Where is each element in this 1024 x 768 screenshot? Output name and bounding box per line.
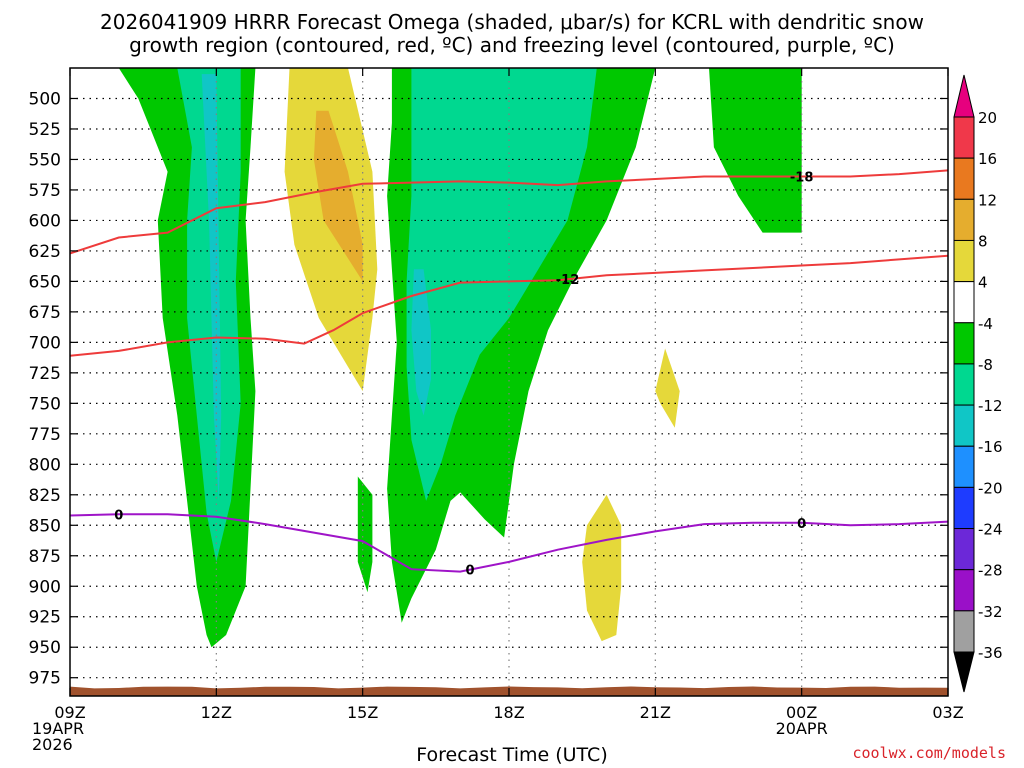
colorbar-label: 4 (978, 274, 988, 292)
y-tick-label: 575 (29, 181, 61, 201)
y-tick-label: 775 (29, 425, 61, 445)
shaded-region (582, 494, 622, 642)
colorbar-label: 8 (978, 232, 988, 250)
y-tick-label: 550 (29, 150, 61, 170)
colorbar-under-arrow (953, 651, 975, 693)
colorbar: 20 16 12 8 4 -4 -8 -12 -16 -20 -24 -28 -32 -36 (953, 74, 1003, 693)
x-axis-label: Forecast Time (UTC) (416, 744, 608, 766)
y-tick-label: 925 (29, 608, 61, 628)
x-tick-label: 19APR (32, 719, 84, 738)
colorbar-label: -28 (978, 562, 1003, 580)
colorbar-bin (953, 157, 975, 200)
colorbar-bin (953, 281, 975, 324)
y-tick-label: 900 (29, 577, 61, 597)
colorbar-bin (953, 404, 975, 447)
colorbar-label: -4 (978, 315, 993, 333)
colorbar-bin (953, 198, 975, 241)
x-tick-label: 03Z (932, 703, 963, 722)
colorbar-label: -20 (978, 479, 1003, 497)
y-tick-label: 975 (29, 669, 61, 689)
shaded-region (655, 348, 680, 428)
colorbar-label: -36 (978, 644, 1003, 662)
shaded-region (357, 476, 373, 593)
y-tick-label: 750 (29, 394, 61, 414)
colorbar-label: -24 (978, 521, 1003, 539)
colorbar-bin (953, 322, 975, 365)
y-tick-label: 700 (29, 333, 61, 353)
x-tick-label: 2026 (32, 735, 73, 754)
colorbar-label: -8 (978, 356, 993, 374)
y-axis: 500 525 550 575 600 625 650 675 700 725 750 775 800 8… (29, 89, 948, 689)
temperature-contours: -18 -12 0 0 0 (70, 169, 948, 579)
x-tick-label: 21Z (640, 703, 671, 722)
contour-label: 0 (797, 517, 806, 532)
contour-line (70, 254, 948, 357)
colorbar-bin (953, 610, 975, 653)
y-tick-label: 600 (29, 211, 61, 231)
colorbar-bin (953, 239, 975, 283)
chart-title-line-2: growth region (contoured, red, ºC) and f… (129, 33, 895, 57)
colorbar-over-arrow (953, 74, 975, 118)
y-tick-label: 825 (29, 486, 61, 506)
colorbar-label: -32 (978, 603, 1003, 621)
y-tick-label: 725 (29, 364, 61, 384)
shaded-region (709, 68, 802, 233)
colorbar-label: 16 (978, 150, 997, 168)
y-tick-label: 950 (29, 638, 61, 658)
omega-shading (118, 68, 802, 648)
x-tick-label: 12Z (201, 703, 232, 722)
x-tick-label: 00Z (786, 703, 817, 722)
chart-title-line-1: 2026041909 HRRR Forecast Omega (shaded, … (100, 10, 924, 34)
colorbar-bin (953, 116, 975, 159)
contour-label: 0 (465, 564, 474, 579)
colorbar-bin (953, 569, 975, 612)
x-tick-label: 18Z (493, 703, 524, 722)
contour-line (70, 169, 948, 255)
contour-label: -12 (556, 273, 580, 288)
shaded-region (406, 68, 597, 501)
y-tick-label: 850 (29, 516, 61, 536)
colorbar-label: -16 (978, 438, 1003, 456)
colorbar-bin (953, 363, 975, 406)
x-tick-label: 09Z (54, 703, 85, 722)
x-tick-label: 15Z (347, 703, 378, 722)
y-tick-label: 625 (29, 242, 61, 262)
y-tick-label: 500 (29, 89, 61, 109)
y-tick-label: 875 (29, 547, 61, 567)
grid-lines (70, 68, 948, 696)
shaded-region (313, 110, 363, 282)
y-tick-label: 650 (29, 272, 61, 292)
colorbar-label: 12 (978, 191, 997, 209)
colorbar-bin (953, 486, 975, 530)
colorbar-label: -12 (978, 397, 1003, 415)
colorbar-bin (953, 528, 975, 571)
y-tick-label: 525 (29, 120, 61, 140)
contour-label: 0 (114, 508, 123, 523)
contour-line (70, 513, 948, 573)
credit-link[interactable]: coolwx.com/models (852, 744, 1006, 762)
colorbar-label: 20 (978, 109, 997, 127)
shaded-region (177, 68, 241, 562)
colorbar-bin (953, 445, 975, 488)
x-tick-label: 20APR (776, 719, 828, 738)
contour-label: -18 (790, 171, 814, 186)
y-tick-label: 675 (29, 303, 61, 323)
y-tick-label: 800 (29, 455, 61, 475)
